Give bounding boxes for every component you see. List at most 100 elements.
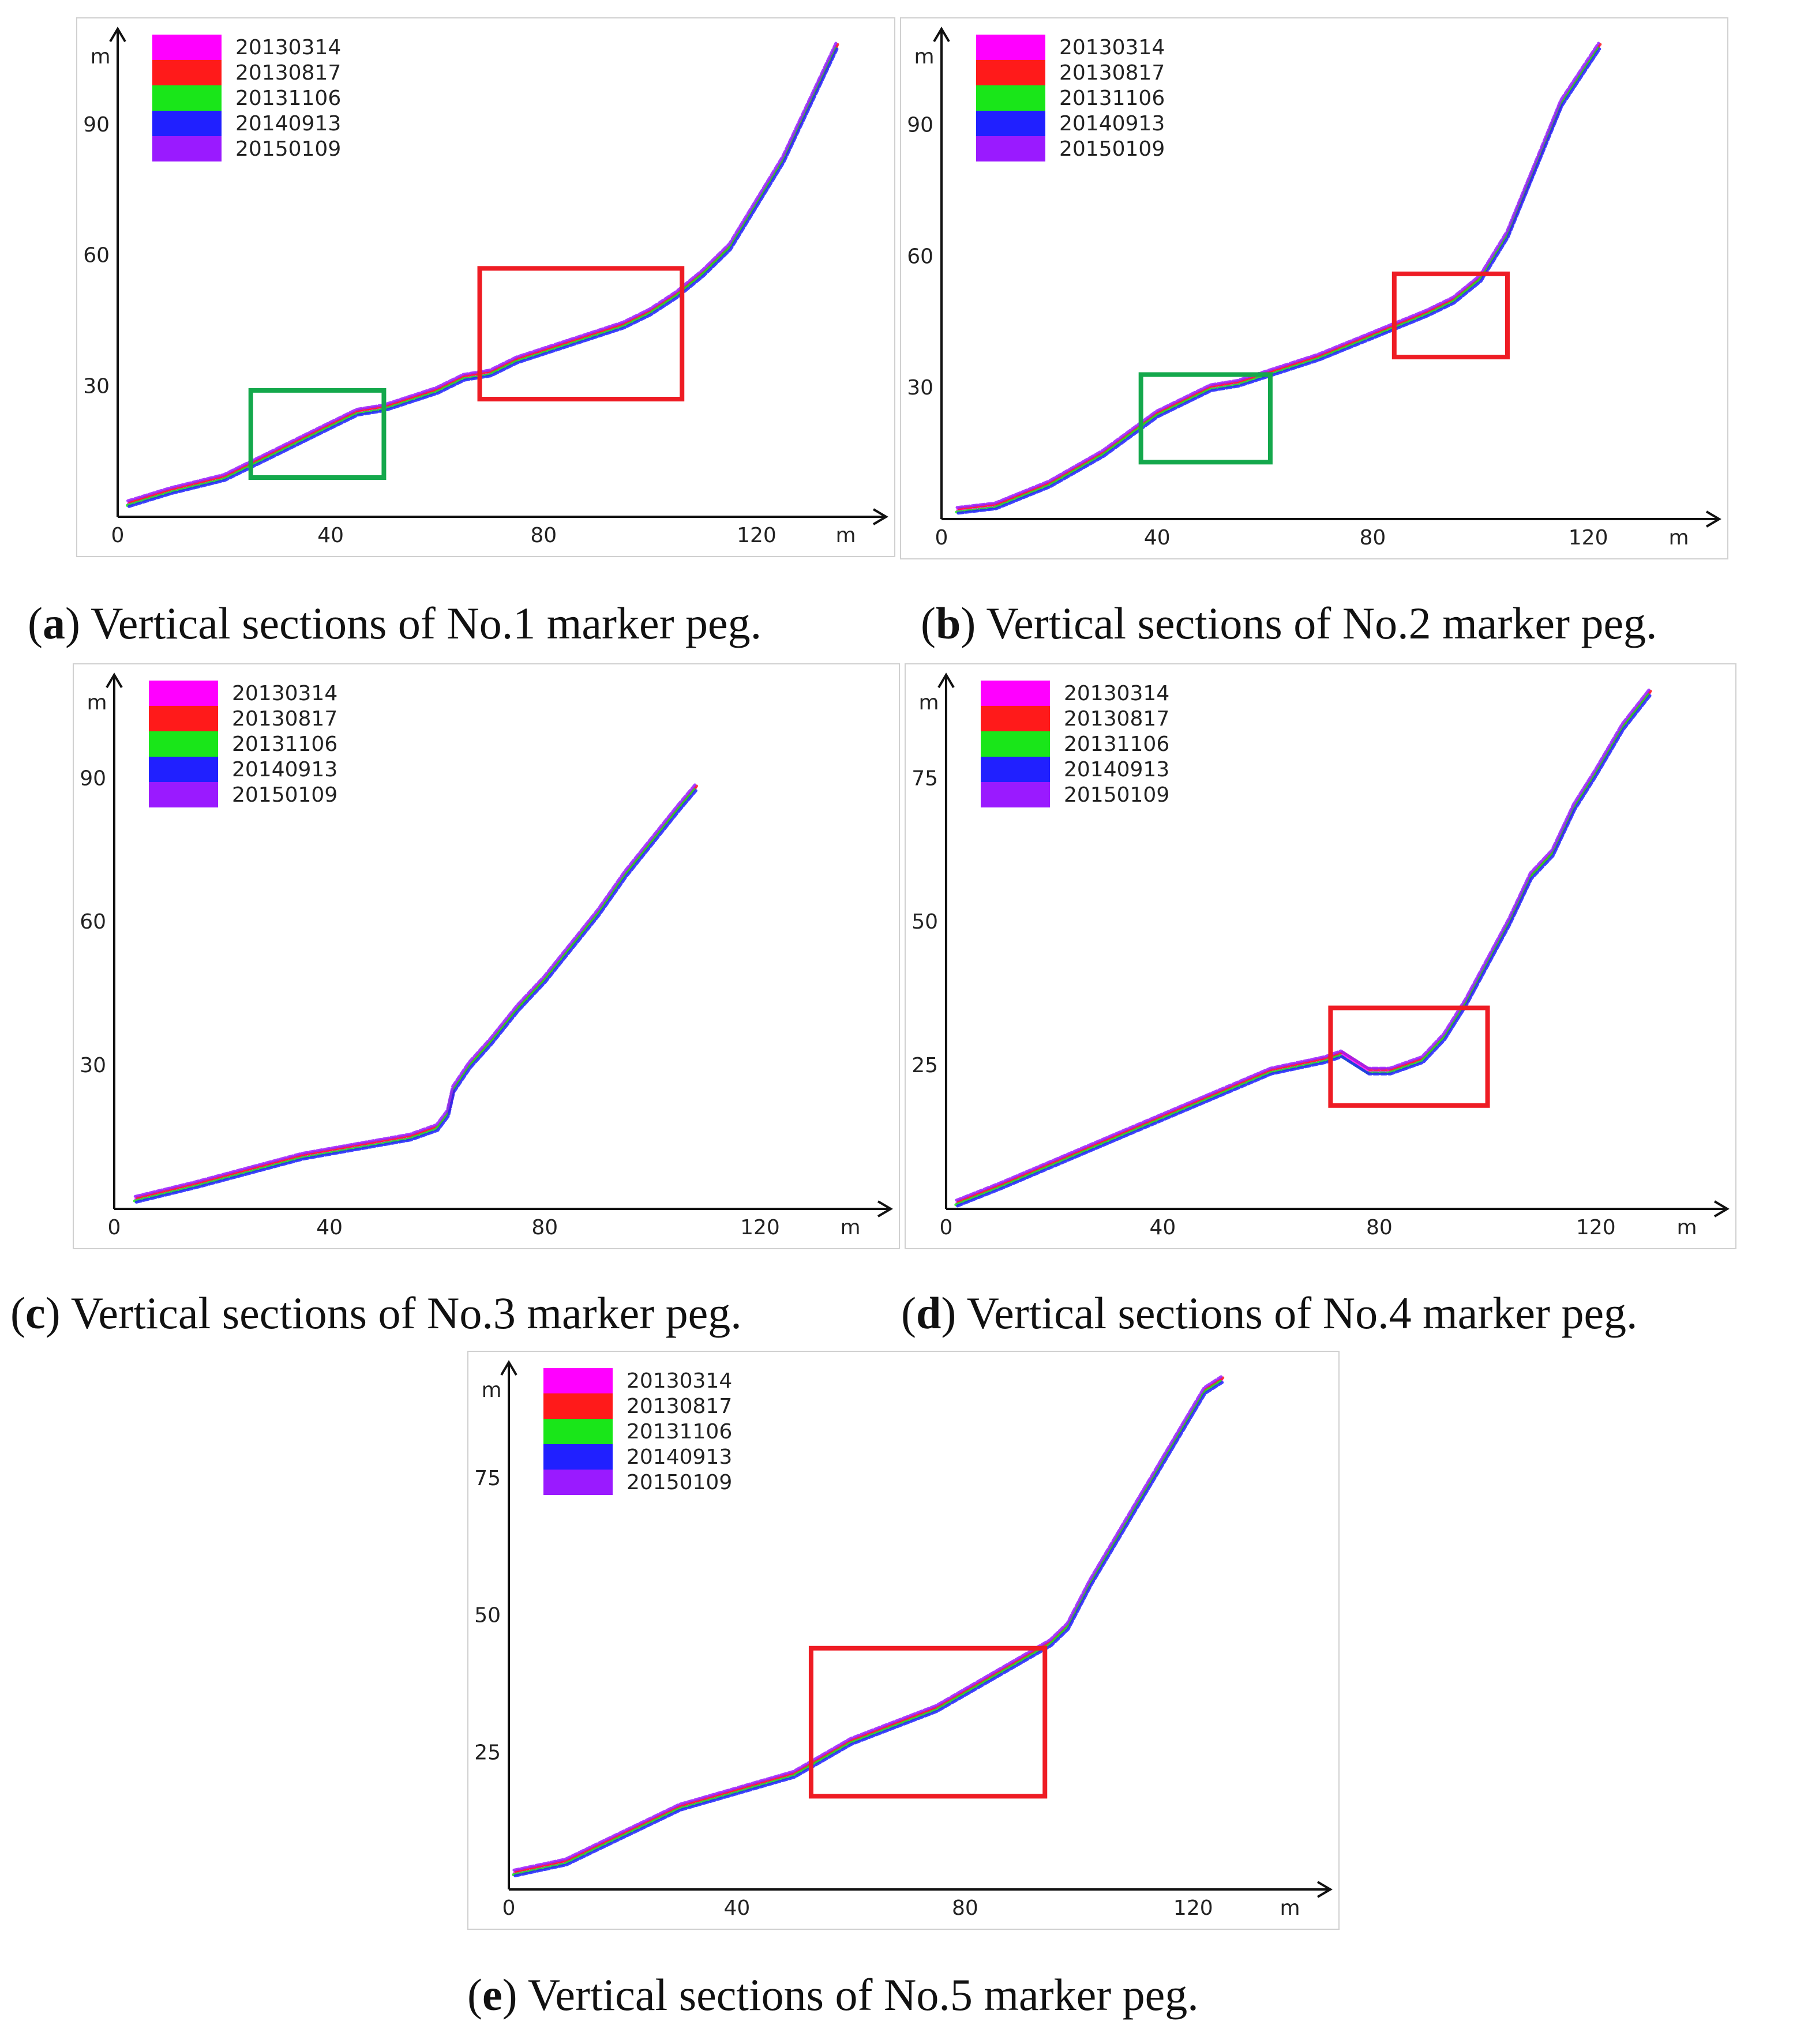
x-axis-label: m — [840, 1216, 860, 1239]
x-tick-label: 80 — [1360, 526, 1386, 550]
x-axis-label: m — [1676, 1216, 1697, 1239]
legend-swatch-20150109 — [543, 1470, 613, 1495]
x-tick-label: 80 — [1366, 1216, 1393, 1239]
legend-swatch-20150109 — [981, 782, 1050, 807]
chart-panel-a: 0 40 80 120 m 30 60 90 m 20130314 20130817 20131106… — [76, 17, 895, 557]
y-tick-label: 75 — [474, 1467, 501, 1490]
x-axis-arrow — [1316, 1881, 1333, 1898]
green-highlight-box — [1138, 372, 1273, 465]
chart-svg-e: 0 40 80 120 m 25 50 75 m 201303142013081720131106… — [474, 1360, 1333, 1920]
caption-e: (e) Vertical sections of No.5 marker peg… — [467, 1970, 1199, 2020]
x-tick-label: 40 — [1144, 526, 1171, 550]
legend-label: 20130817 — [627, 1395, 732, 1418]
legend-swatch-20140913 — [976, 111, 1045, 136]
legend-label: 20130817 — [235, 61, 341, 85]
x-tick-label: 0 — [940, 1216, 953, 1239]
legend-label: 20130817 — [1064, 707, 1169, 731]
caption-b: (b) Vertical sections of No.2 marker peg… — [921, 598, 1657, 648]
x-axis-label: m — [1280, 1896, 1300, 1920]
legend-label: 20130314 — [1059, 36, 1165, 59]
legend-swatch-20131106 — [981, 731, 1050, 757]
y-tick-label: 60 — [80, 910, 106, 934]
series-line-20140913 — [956, 693, 1652, 1208]
legend-swatch-20130314 — [976, 35, 1045, 60]
chart-panel-b: 0 40 80 120 m 30 60 90 m 20130314 20130817 20131106… — [900, 17, 1728, 559]
legend-label: 20150109 — [235, 137, 341, 161]
x-tick-label: 120 — [1173, 1896, 1213, 1920]
legend-swatch-20140913 — [981, 757, 1050, 782]
chart-panel-d: 0 40 80 120 m 25 50 75 m 20130314 20130817 20131106… — [905, 663, 1736, 1249]
legend-label: 20140913 — [235, 112, 341, 136]
x-tick-label: 40 — [316, 1216, 343, 1239]
x-tick-label: 120 — [1569, 526, 1608, 550]
legend-swatch-20131106 — [543, 1419, 613, 1444]
legend-swatch-20140913 — [152, 111, 222, 136]
y-axis-label: m — [87, 691, 107, 715]
y-tick-label: 75 — [911, 766, 938, 790]
legend-label: 20131106 — [1064, 732, 1169, 756]
series-line-20131106 — [126, 46, 837, 507]
chart-svg-b: 0 40 80 120 m 30 60 90 m 201303142013081720131106… — [907, 27, 1721, 550]
legend-swatch-20140913 — [543, 1444, 613, 1470]
series-line-20130817 — [956, 689, 1653, 1203]
x-tick-label: 80 — [530, 524, 557, 547]
legend-swatch-20131106 — [149, 731, 218, 757]
red-highlight-box — [808, 1645, 1048, 1799]
red-highlight-box — [1391, 271, 1510, 360]
chart-panel-e: 0 40 80 120 m 25 50 75 m 20130314 20130817 20131106… — [467, 1351, 1340, 1930]
series-line-20130817 — [957, 43, 1602, 510]
legend-swatch-20130314 — [149, 681, 218, 706]
caption-d: (d) Vertical sections of No.4 marker peg… — [901, 1288, 1638, 1338]
red-highlight-box — [477, 266, 685, 402]
y-tick-label: 90 — [80, 766, 106, 790]
caption-letter-b: b — [935, 598, 961, 648]
x-tick-label: 0 — [502, 1896, 516, 1920]
caption-text-b: Vertical sections of No.2 marker peg. — [986, 598, 1657, 648]
legend-label: 20150109 — [627, 1471, 732, 1494]
x-tick-label: 80 — [531, 1216, 558, 1239]
y-axis-label: m — [90, 45, 110, 69]
legend-swatch-20130817 — [152, 60, 222, 85]
legend-label: 20130817 — [232, 707, 337, 731]
y-axis-arrow — [106, 672, 123, 689]
legend-label: 20131106 — [235, 87, 341, 110]
y-tick-label: 30 — [907, 376, 933, 400]
x-tick-label: 120 — [1576, 1216, 1616, 1239]
legend-label: 20150109 — [1064, 783, 1169, 807]
x-tick-label: 40 — [724, 1896, 751, 1920]
legend-swatch-20130314 — [981, 681, 1050, 706]
legend-swatch-20131106 — [152, 85, 222, 111]
y-tick-label: 50 — [474, 1604, 501, 1628]
legend-label: 20130314 — [627, 1369, 732, 1393]
series-line-20131106 — [512, 1380, 1222, 1876]
y-axis-arrow — [933, 27, 950, 43]
y-tick-label: 30 — [80, 1054, 106, 1077]
y-axis-label: m — [918, 691, 939, 715]
legend-swatch-20131106 — [976, 85, 1045, 111]
y-tick-label: 25 — [474, 1741, 501, 1764]
caption-letter-a: a — [42, 598, 65, 648]
series-line-20150109 — [512, 1375, 1223, 1872]
x-tick-label: 0 — [108, 1216, 121, 1239]
y-axis-arrow — [109, 27, 126, 43]
y-tick-label: 60 — [907, 245, 933, 268]
y-tick-label: 60 — [83, 244, 110, 268]
caption-text-e: Vertical sections of No.5 marker peg. — [527, 1970, 1199, 2020]
legend-label: 20150109 — [1059, 137, 1165, 161]
x-tick-label: 80 — [952, 1896, 978, 1920]
y-axis-label: m — [914, 45, 934, 69]
legend-label: 20140913 — [232, 758, 337, 781]
caption-c: (c) Vertical sections of No.3 marker peg… — [10, 1288, 742, 1338]
legend-swatch-20130817 — [981, 706, 1050, 731]
legend-swatch-20140913 — [149, 757, 218, 782]
legend-label: 20140913 — [627, 1445, 732, 1469]
legend-label: 20131106 — [627, 1420, 732, 1444]
chart-panel-c: 0 40 80 120 m 30 60 90 m 20130314 20130817 20131106… — [73, 663, 900, 1249]
legend-label: 20140913 — [1059, 112, 1165, 136]
legend-swatch-20150109 — [152, 136, 222, 161]
legend-label: 20140913 — [1064, 758, 1169, 781]
x-axis-label: m — [835, 524, 856, 547]
chart-svg-c: 0 40 80 120 m 30 60 90 m 201303142013081720131106… — [80, 672, 893, 1239]
y-tick-label: 90 — [83, 113, 110, 137]
series-line-20150109 — [955, 687, 1651, 1202]
